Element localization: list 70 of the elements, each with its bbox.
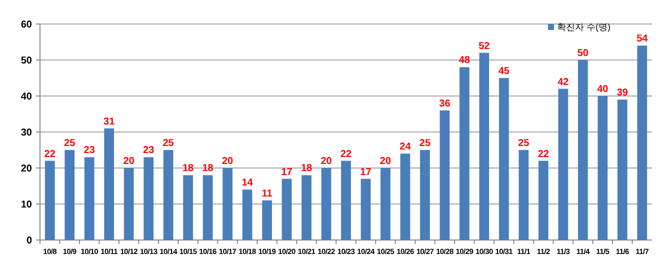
bar: [222, 168, 232, 240]
bar: [479, 52, 490, 240]
data-label: 42: [558, 76, 570, 88]
data-label: 25: [419, 138, 431, 149]
data-label: 20: [380, 156, 392, 167]
data-label: 52: [478, 40, 490, 52]
data-label: 18: [202, 163, 214, 174]
bar: [44, 160, 55, 240]
bar: [183, 175, 193, 240]
data-label: 17: [281, 166, 293, 178]
data-label: 45: [498, 66, 510, 77]
bar: [144, 157, 154, 240]
bar: [321, 168, 332, 240]
bar: [538, 160, 548, 240]
y-tick-label: 30: [20, 128, 32, 138]
bar: [64, 150, 75, 240]
y-tick-label: 20: [20, 164, 32, 174]
bar: [124, 168, 134, 240]
y-tick-label: 50: [20, 56, 32, 66]
bar: [637, 46, 648, 240]
bar: [282, 178, 292, 240]
data-label: 36: [439, 98, 451, 110]
bar: [242, 190, 252, 240]
bar: [420, 150, 430, 240]
bar: [499, 78, 509, 240]
y-tick-label: 40: [20, 92, 32, 102]
y-tick-label: 10: [20, 200, 32, 210]
bar: [104, 128, 114, 240]
data-label: 17: [360, 166, 372, 178]
data-label: 22: [538, 148, 550, 160]
data-label: 24: [400, 142, 412, 153]
bar: [163, 150, 174, 240]
data-label: 50: [577, 48, 589, 59]
bar: [558, 88, 568, 240]
data-label: 18: [182, 163, 194, 174]
bar: [518, 150, 529, 240]
data-label: 20: [123, 156, 135, 167]
data-label: 25: [64, 138, 76, 149]
bar: [380, 168, 390, 240]
data-label: 39: [616, 88, 628, 99]
bar: [202, 175, 213, 240]
bar: [302, 175, 312, 240]
data-label: 20: [222, 156, 234, 167]
data-label: 23: [143, 145, 155, 156]
bar: [262, 200, 272, 240]
data-label: 40: [597, 84, 609, 95]
bar: [617, 100, 628, 240]
y-tick-label: 0: [26, 236, 32, 246]
bar: [341, 160, 351, 240]
data-label: 22: [44, 148, 56, 160]
data-label: 25: [162, 138, 174, 149]
data-label: 23: [84, 145, 96, 156]
bar: [460, 67, 470, 240]
data-label: 54: [636, 34, 648, 45]
data-label: 18: [300, 163, 313, 174]
bar: [400, 154, 410, 240]
y-tick-label: 60: [20, 20, 32, 30]
data-label: 48: [458, 55, 470, 66]
data-label: 25: [518, 138, 530, 149]
data-label: 14: [242, 178, 254, 189]
bar: [578, 60, 588, 240]
bar: [84, 157, 94, 240]
bar: [440, 110, 450, 240]
bar: [360, 178, 371, 240]
data-label: 20: [320, 156, 332, 167]
data-label: 11: [262, 188, 273, 200]
legend-label: 확진자 수(명): [557, 22, 610, 32]
data-label: 31: [104, 116, 116, 128]
data-label: 22: [340, 148, 352, 160]
bar: [598, 96, 608, 240]
